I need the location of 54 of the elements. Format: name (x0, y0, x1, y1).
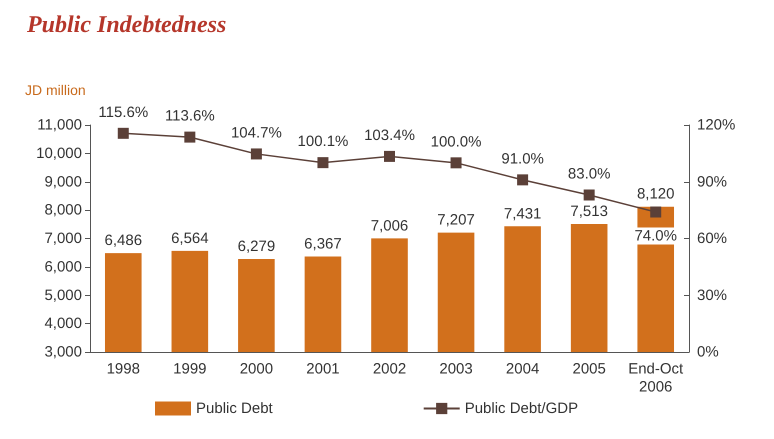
y2-tick-label: 30% (697, 286, 728, 304)
x-tick-label: 2003 (439, 360, 473, 378)
y-tick-label: 8,000 (44, 202, 82, 219)
x-tick-label: 2005 (572, 360, 606, 378)
point (517, 174, 528, 186)
y-tick-label: 9,000 (44, 173, 82, 190)
data-label: 113.6% (164, 108, 215, 125)
y-tick-label: 3,000 (44, 344, 82, 360)
data-label: 7,513 (570, 202, 608, 220)
data-label: 6,486 (104, 232, 142, 250)
data-label: 7,207 (437, 212, 475, 229)
y-tick-label: 11,000 (37, 116, 82, 134)
y2-tick-label: 90% (697, 173, 728, 190)
data-label: 6,367 (304, 235, 342, 252)
y2-tick-label: 0% (697, 344, 719, 360)
data-label: 7,431 (504, 205, 542, 222)
point (584, 189, 595, 200)
data-label: 6,564 (171, 230, 209, 247)
point (184, 132, 196, 143)
y-tick-label: 5,000 (44, 286, 82, 304)
x-tick-label: 2004 (506, 360, 540, 378)
data-label: 91.0% (501, 150, 544, 168)
point (250, 148, 262, 160)
x-tick-label: 1998 (106, 360, 140, 378)
data-label: 115.6% (98, 104, 148, 121)
y2-tick-label: 120% (697, 116, 736, 134)
chart-title: Public Indebtedness (26, 12, 226, 38)
y-tick-label: 10,000 (36, 144, 82, 162)
y2-tick-label: 60% (697, 230, 728, 247)
x-tick-label: End-Oct 2006 (628, 360, 684, 396)
data-label: 104.7% (230, 124, 282, 142)
y-tick-label: 7,000 (44, 230, 82, 247)
data-label: 6,279 (238, 238, 276, 255)
legend-label: Public Debt (196, 400, 274, 417)
x-tick-label: 2002 (372, 360, 406, 378)
data-label: 74.0% (634, 228, 677, 245)
x-tick-label: 2001 (306, 360, 340, 378)
point (650, 206, 662, 218)
x-tick-label: 2000 (240, 360, 274, 378)
legend-label: Public Debt/GDP (464, 400, 578, 417)
point (384, 150, 395, 162)
data-label: 83.0% (568, 165, 610, 182)
data-label: 103.4% (364, 126, 415, 144)
point (118, 128, 129, 139)
data-label: 100.0% (430, 133, 482, 150)
y-tick-label: 4,000 (44, 315, 82, 332)
point (317, 157, 328, 168)
y-tick-label: 6,000 (44, 258, 82, 276)
x-tick-label: 1999 (173, 360, 207, 378)
data-label: 7,006 (370, 217, 408, 234)
y-axis-title: JD million (25, 82, 86, 98)
data-label: 100.1% (298, 133, 348, 150)
data-label: 8,120 (636, 186, 674, 203)
point (450, 157, 462, 168)
